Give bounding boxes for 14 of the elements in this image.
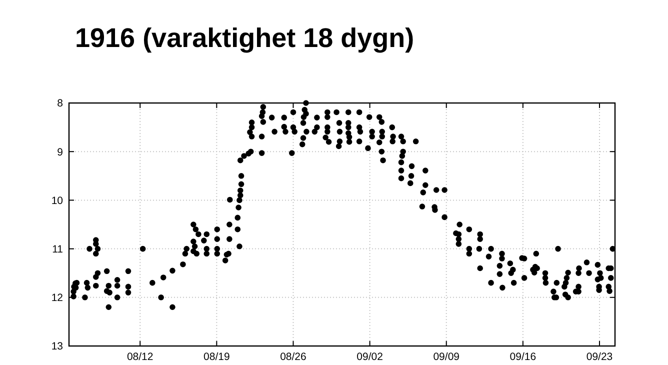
y-tick-label: 8 bbox=[57, 98, 64, 110]
x-tick-label: 08/26 bbox=[280, 351, 307, 363]
chart-title: 1916 (varaktighet 18 dygn) bbox=[75, 23, 414, 53]
y-tick-label: 12 bbox=[51, 292, 64, 304]
y-tick-label: 11 bbox=[52, 243, 64, 256]
x-tick-label: 09/09 bbox=[433, 351, 460, 363]
x-tick-label: 09/23 bbox=[586, 351, 613, 363]
x-tick-label: 08/12 bbox=[126, 351, 154, 363]
y-tick-label: 10 bbox=[51, 194, 64, 207]
y-tick-label: 13 bbox=[51, 340, 64, 353]
x-tick-label: 09/02 bbox=[356, 351, 384, 363]
x-tick-label: 08/19 bbox=[204, 351, 230, 363]
x-tick-label: 09/16 bbox=[510, 351, 536, 363]
y-tick-label: 9 bbox=[57, 146, 64, 158]
